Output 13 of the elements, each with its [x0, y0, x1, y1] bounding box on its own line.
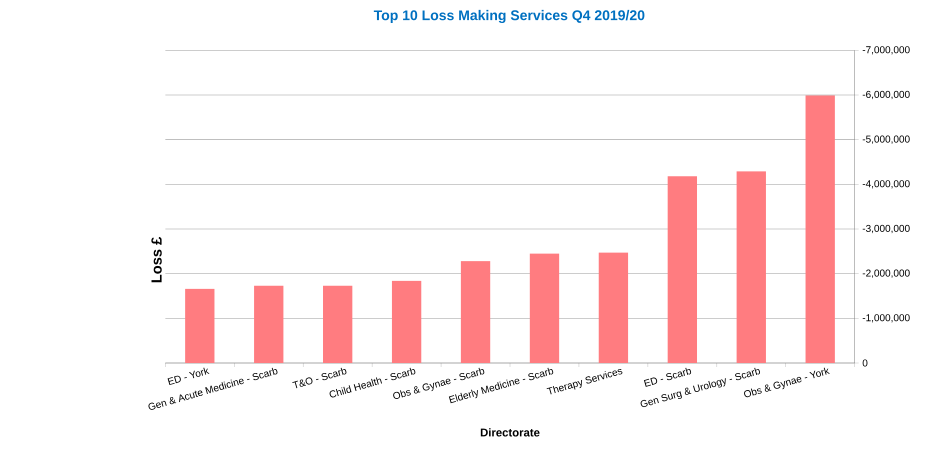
y-tick-label: -3,000,000: [862, 224, 910, 234]
y-tick-label: -7,000,000: [862, 46, 910, 54]
y-tick-label: -5,000,000: [862, 136, 910, 144]
x-axis-title: Directorate: [480, 428, 540, 437]
y-tick-label: -1,000,000: [862, 314, 910, 322]
chart-title: Top 10 Loss Making Services Q4 2019/20: [374, 10, 644, 24]
y-axis-title: Loss £: [151, 236, 162, 282]
y-tick-label: -2,000,000: [862, 270, 910, 278]
y-tick-label: -4,000,000: [862, 180, 910, 188]
x-tick-label: ED - Scarb: [644, 368, 692, 387]
y-tick-label: 0: [862, 359, 868, 367]
x-tick-label: ED - York: [168, 368, 210, 386]
y-tick-label: -6,000,000: [862, 90, 910, 100]
